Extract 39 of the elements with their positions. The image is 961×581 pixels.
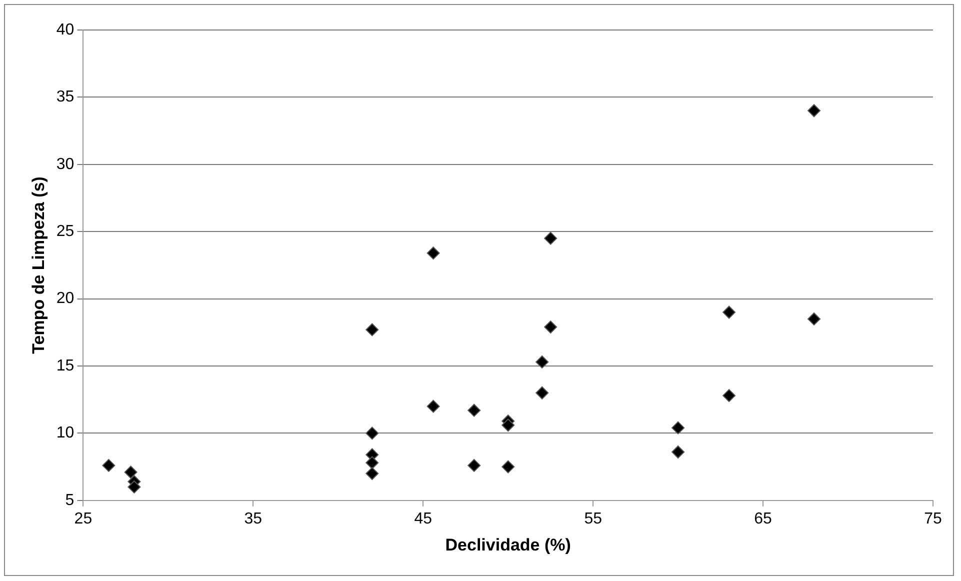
y-tick-label: 25 <box>56 223 74 240</box>
point <box>536 355 549 368</box>
point <box>426 400 440 413</box>
point <box>468 458 481 472</box>
point <box>808 312 821 326</box>
y-tick-label: 30 <box>56 156 74 173</box>
y-tick-label: 20 <box>56 290 74 308</box>
point <box>502 460 515 474</box>
point <box>536 386 549 400</box>
point <box>468 404 481 417</box>
point <box>808 104 821 118</box>
point <box>124 466 138 479</box>
x-tick-label: 35 <box>244 510 262 528</box>
x-tick-label: 45 <box>414 510 432 528</box>
y-tick-label: 35 <box>56 88 74 106</box>
point <box>128 480 141 494</box>
point <box>366 467 379 480</box>
point <box>366 426 379 440</box>
point <box>502 418 515 432</box>
x-axis-title: Declividade (%) <box>445 535 571 554</box>
y-axis-title: Tempo de Limpeza (s) <box>28 176 48 354</box>
point <box>672 446 685 459</box>
point <box>722 306 736 319</box>
point <box>366 323 379 336</box>
x-tick-label: 75 <box>924 510 942 528</box>
point <box>426 246 440 260</box>
y-tick-label: 40 <box>56 21 74 38</box>
point <box>544 232 558 245</box>
point <box>366 456 379 470</box>
x-tick-label: 65 <box>754 510 772 528</box>
x-tick-label: 55 <box>584 510 602 528</box>
point <box>672 421 685 434</box>
y-tick-label: 15 <box>56 357 74 374</box>
y-tick-label: 5 <box>65 492 74 509</box>
point <box>102 458 116 472</box>
point <box>722 389 736 402</box>
y-tick-label: 10 <box>56 424 74 442</box>
x-tick-label: 25 <box>74 510 92 528</box>
point <box>544 320 558 334</box>
